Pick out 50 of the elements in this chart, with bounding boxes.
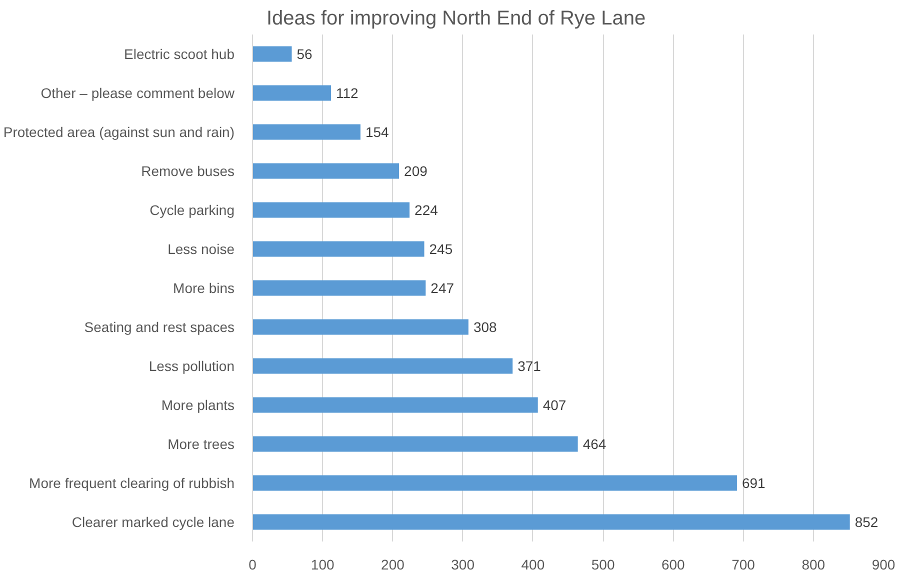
data-label: 154 (365, 124, 390, 140)
data-label: 464 (582, 436, 606, 452)
y-tick-label: More bins (173, 280, 234, 296)
bar (252, 46, 292, 62)
bar (252, 514, 850, 530)
bar (252, 124, 360, 140)
bar (252, 202, 410, 218)
data-label: 224 (414, 202, 438, 218)
x-tick-label: 700 (732, 556, 756, 572)
bar (252, 358, 513, 374)
x-tick-label: 800 (802, 556, 826, 572)
bar (252, 397, 538, 413)
y-tick-label: Less noise (168, 241, 235, 257)
y-tick-label: Protected area (against sun and rain) (3, 124, 235, 140)
x-tick-label: 400 (521, 556, 545, 572)
chart-title: Ideas for improving North End of Rye Lane (266, 8, 646, 30)
y-tick-label: More plants (161, 397, 235, 413)
data-label: 245 (429, 241, 453, 257)
y-tick-label: More frequent clearing of rubbish (29, 475, 235, 491)
x-tick-label: 500 (591, 556, 615, 572)
x-tick-label: 900 (872, 556, 896, 572)
y-tick-label: More trees (168, 436, 235, 452)
data-label: 852 (854, 514, 878, 530)
bar (252, 436, 578, 452)
y-tick-label: Cycle parking (150, 202, 235, 218)
data-label: 371 (518, 358, 542, 374)
bar (252, 319, 468, 335)
bar (252, 475, 737, 491)
data-label: 407 (542, 397, 566, 413)
y-tick-label: Remove buses (141, 163, 235, 179)
y-tick-label: Other – please comment below (40, 85, 236, 101)
x-tick-label: 300 (451, 556, 475, 572)
y-tick-label: Seating and rest spaces (84, 319, 235, 335)
data-label: 112 (336, 85, 359, 101)
y-tick-label: Clearer marked cycle lane (72, 514, 235, 530)
bar (252, 85, 332, 101)
data-label: 308 (473, 319, 498, 335)
data-label: 247 (430, 280, 454, 296)
bar (252, 241, 424, 257)
y-tick-label: Electric scoot hub (124, 46, 235, 62)
bar (252, 280, 426, 296)
x-tick-label: 200 (381, 556, 405, 572)
x-tick-label: 100 (310, 556, 335, 572)
x-tick-label: 600 (661, 556, 686, 572)
data-label: 209 (404, 163, 428, 179)
data-label: 56 (296, 46, 313, 62)
data-label: 691 (742, 475, 766, 491)
x-tick-label: 0 (248, 556, 257, 572)
bar (252, 163, 400, 179)
y-tick-label: Less pollution (148, 358, 235, 374)
